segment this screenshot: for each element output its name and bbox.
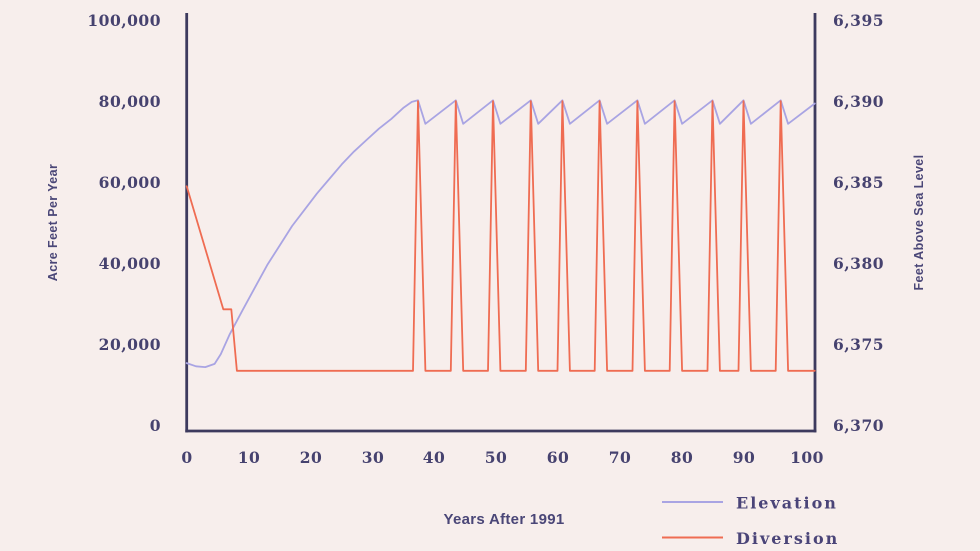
x-tick: 60 (547, 448, 570, 467)
right-y-tick-labels: 6,395 6,390 6,385 6,380 6,375 6,370 (833, 11, 884, 435)
y-right-tick: 6,380 (833, 254, 884, 273)
y-right-tick: 6,375 (833, 335, 884, 354)
x-tick-labels: 0 10 20 30 40 50 60 70 80 90 100 (181, 448, 824, 467)
x-tick: 0 (181, 448, 192, 467)
y-left-tick: 60,000 (99, 173, 161, 192)
x-tick: 80 (671, 448, 694, 467)
y-left-tick: 0 (150, 416, 161, 435)
y-left-tick: 20,000 (99, 335, 161, 354)
x-tick: 20 (300, 448, 323, 467)
y-left-tick: 80,000 (99, 92, 161, 111)
x-axis-title: Years After 1991 (444, 511, 565, 528)
y-left-tick: 40,000 (99, 254, 161, 273)
x-tick: 50 (485, 448, 508, 467)
diversion-legend-label: Diversion (736, 529, 839, 548)
legend: Elevation Diversion (662, 494, 839, 548)
diversion-line (185, 100, 816, 372)
y-right-tick: 6,385 (833, 173, 884, 192)
left-y-axis-title: Acre Feet Per Year (46, 164, 60, 281)
y-right-tick: 6,390 (833, 92, 884, 111)
x-tick: 40 (423, 448, 446, 467)
elevation-legend-label: Elevation (736, 494, 838, 513)
right-y-axis-title: Feet Above Sea Level (912, 154, 926, 290)
y-right-tick: 6,370 (833, 416, 884, 435)
y-left-tick: 100,000 (87, 11, 161, 30)
left-y-tick-labels: 100,000 80,000 60,000 40,000 20,000 0 (87, 11, 161, 435)
x-tick: 100 (790, 448, 824, 467)
x-tick: 90 (733, 448, 756, 467)
elevation-line (185, 99, 816, 369)
x-tick: 30 (362, 448, 385, 467)
x-tick: 10 (238, 448, 261, 467)
y-right-tick: 6,395 (833, 11, 884, 30)
x-tick: 70 (609, 448, 632, 467)
